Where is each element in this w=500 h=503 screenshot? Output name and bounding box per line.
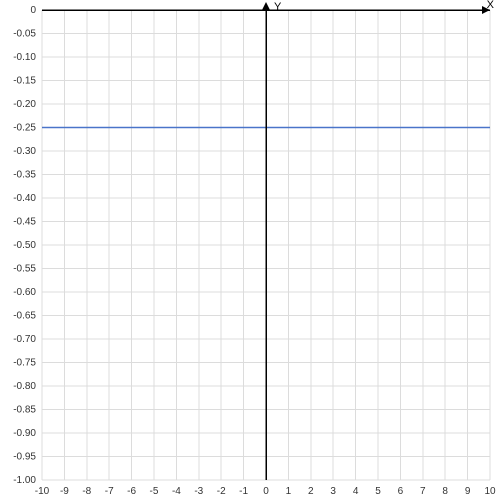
- y-tick-label: -0.30: [13, 146, 36, 157]
- chart-container: XY-10-9-8-7-6-5-4-3-2-10123456789100-0.0…: [0, 0, 500, 503]
- y-tick-label: -0.85: [13, 405, 36, 416]
- x-tick-label: -6: [127, 486, 136, 497]
- x-tick-label: 6: [398, 486, 404, 497]
- x-tick-label: -2: [217, 486, 226, 497]
- x-tick-label: 4: [353, 486, 359, 497]
- x-tick-label: 1: [286, 486, 292, 497]
- y-tick-label: -0.10: [13, 52, 36, 63]
- y-tick-label: -0.60: [13, 287, 36, 298]
- x-tick-label: -3: [194, 486, 203, 497]
- y-tick-label: -1.00: [13, 475, 36, 486]
- x-tick-label: 8: [442, 486, 448, 497]
- x-tick-label: 7: [420, 486, 426, 497]
- y-tick-label: -0.35: [13, 170, 36, 181]
- y-tick-label: -0.45: [13, 217, 36, 228]
- y-tick-label: 0: [30, 5, 36, 16]
- x-tick-label: 10: [484, 486, 496, 497]
- x-tick-label: 5: [375, 486, 381, 497]
- y-tick-label: -0.40: [13, 193, 36, 204]
- x-tick-label: 9: [465, 486, 471, 497]
- y-tick-label: -0.90: [13, 428, 36, 439]
- chart-background: [0, 0, 500, 503]
- x-tick-label: -10: [35, 486, 50, 497]
- y-tick-label: -0.05: [13, 29, 36, 40]
- y-tick-label: -0.20: [13, 99, 36, 110]
- y-tick-label: -0.50: [13, 240, 36, 251]
- x-tick-label: -8: [82, 486, 91, 497]
- x-tick-label: 0: [263, 486, 269, 497]
- x-tick-label: -7: [105, 486, 114, 497]
- y-tick-label: -0.75: [13, 358, 36, 369]
- x-tick-label: 3: [330, 486, 336, 497]
- y-tick-label: -0.65: [13, 311, 36, 322]
- x-tick-label: -5: [150, 486, 159, 497]
- x-tick-label: -4: [172, 486, 181, 497]
- y-tick-label: -0.15: [13, 76, 36, 87]
- x-tick-label: -1: [239, 486, 248, 497]
- y-tick-label: -0.25: [13, 123, 36, 134]
- chart-svg: XY-10-9-8-7-6-5-4-3-2-10123456789100-0.0…: [0, 0, 500, 503]
- y-tick-label: -0.80: [13, 381, 36, 392]
- y-tick-label: -0.55: [13, 264, 36, 275]
- y-tick-label: -0.70: [13, 334, 36, 345]
- x-tick-label: 2: [308, 486, 314, 497]
- x-tick-label: -9: [60, 486, 69, 497]
- y-axis-label: Y: [274, 1, 282, 13]
- x-axis-label: X: [487, 0, 495, 11]
- y-tick-label: -0.95: [13, 452, 36, 463]
